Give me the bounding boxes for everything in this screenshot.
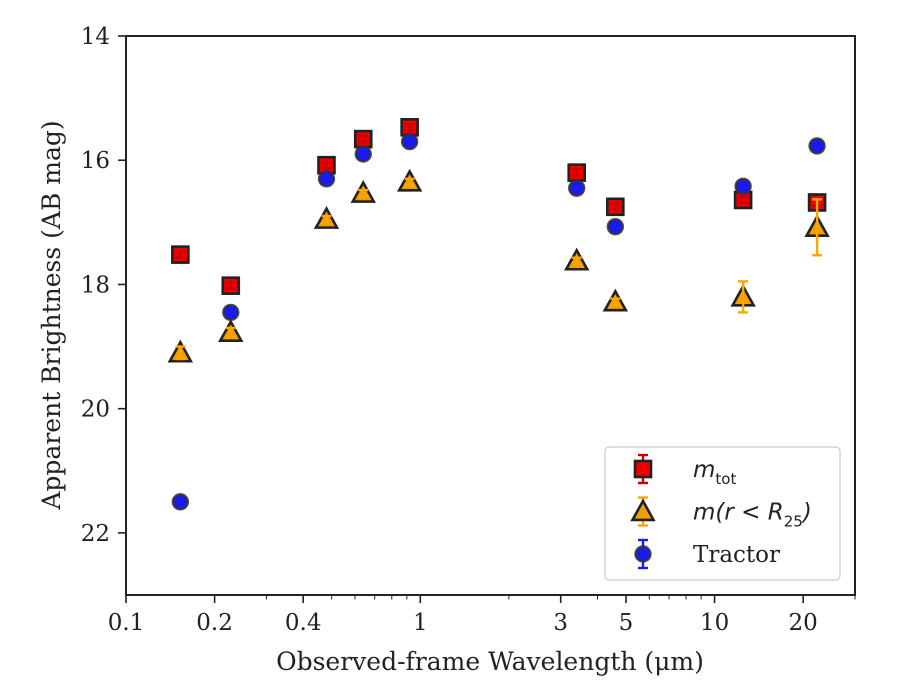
plot-area: 0.1 0.2 0.4 1 3 5 10 20 14 16 18 20 22 mtot m(r < R25)… (81, 24, 856, 636)
legend-item: Tractor (634, 538, 780, 570)
data-point (350, 179, 376, 203)
legend-math-base: m (693, 457, 715, 483)
data-point (171, 245, 190, 264)
y-tick-label: 16 (81, 148, 110, 174)
data-point (563, 247, 590, 271)
data-point (218, 319, 244, 342)
data-point (222, 303, 240, 322)
data-point (606, 197, 625, 217)
marker-triangle (630, 498, 656, 522)
marker-circle (634, 545, 652, 563)
data-point (808, 137, 826, 155)
legend-math-rest: ) (801, 500, 812, 526)
data-point (733, 190, 753, 210)
data-point (171, 493, 190, 511)
data-point (400, 132, 419, 151)
y-axis-title: Apparent Brightness (AB mag) (37, 120, 66, 510)
x-tick-label: 3 (553, 610, 568, 636)
data-point (354, 145, 372, 163)
data-point (317, 170, 336, 188)
data-point (313, 206, 340, 229)
legend-math-subscript: tot (715, 470, 736, 488)
y-tick-label: 18 (81, 272, 110, 298)
marker-square (633, 459, 653, 479)
axes-frame (125, 35, 856, 596)
data-point (568, 179, 586, 197)
x-tick-label: 10 (700, 610, 729, 636)
y-tick-label: 14 (81, 24, 110, 50)
legend-math-base: m(r < R (693, 500, 784, 526)
legend-label: mtot (693, 457, 736, 488)
y-tick-label: 22 (81, 521, 110, 547)
legend-frame (604, 446, 841, 581)
data-point (730, 280, 756, 314)
data-point (804, 198, 830, 257)
data-point (167, 339, 194, 363)
legend-item: m(r < R25) (630, 496, 812, 531)
data-point (353, 129, 373, 149)
x-tick-label: 0.4 (285, 610, 322, 636)
legend-label: Tractor (693, 542, 780, 568)
x-tick-label: 0.1 (108, 610, 145, 636)
legend-item: mtot (633, 453, 736, 488)
legend-label: m(r < R25) (693, 500, 812, 531)
m-r-lt-r25-series (167, 168, 830, 363)
legend: mtot m(r < R25) Tractor (604, 446, 841, 581)
x-tick-label: 1 (413, 610, 428, 636)
data-point (606, 217, 625, 236)
x-tick-label: 5 (619, 610, 634, 636)
x-tick-label: 0.2 (196, 610, 233, 636)
data-point (396, 168, 423, 192)
data-point (734, 177, 752, 196)
data-point (567, 163, 587, 182)
x-axis-title: Observed-frame Wavelength (μm) (276, 647, 704, 676)
mtot-series (171, 118, 827, 295)
data-point (602, 288, 629, 312)
tractor-series (171, 132, 826, 511)
x-tick-label: 20 (789, 610, 818, 636)
y-tick-label: 20 (81, 397, 110, 423)
data-point (221, 276, 241, 295)
legend-math-subscript: 25 (784, 513, 803, 531)
